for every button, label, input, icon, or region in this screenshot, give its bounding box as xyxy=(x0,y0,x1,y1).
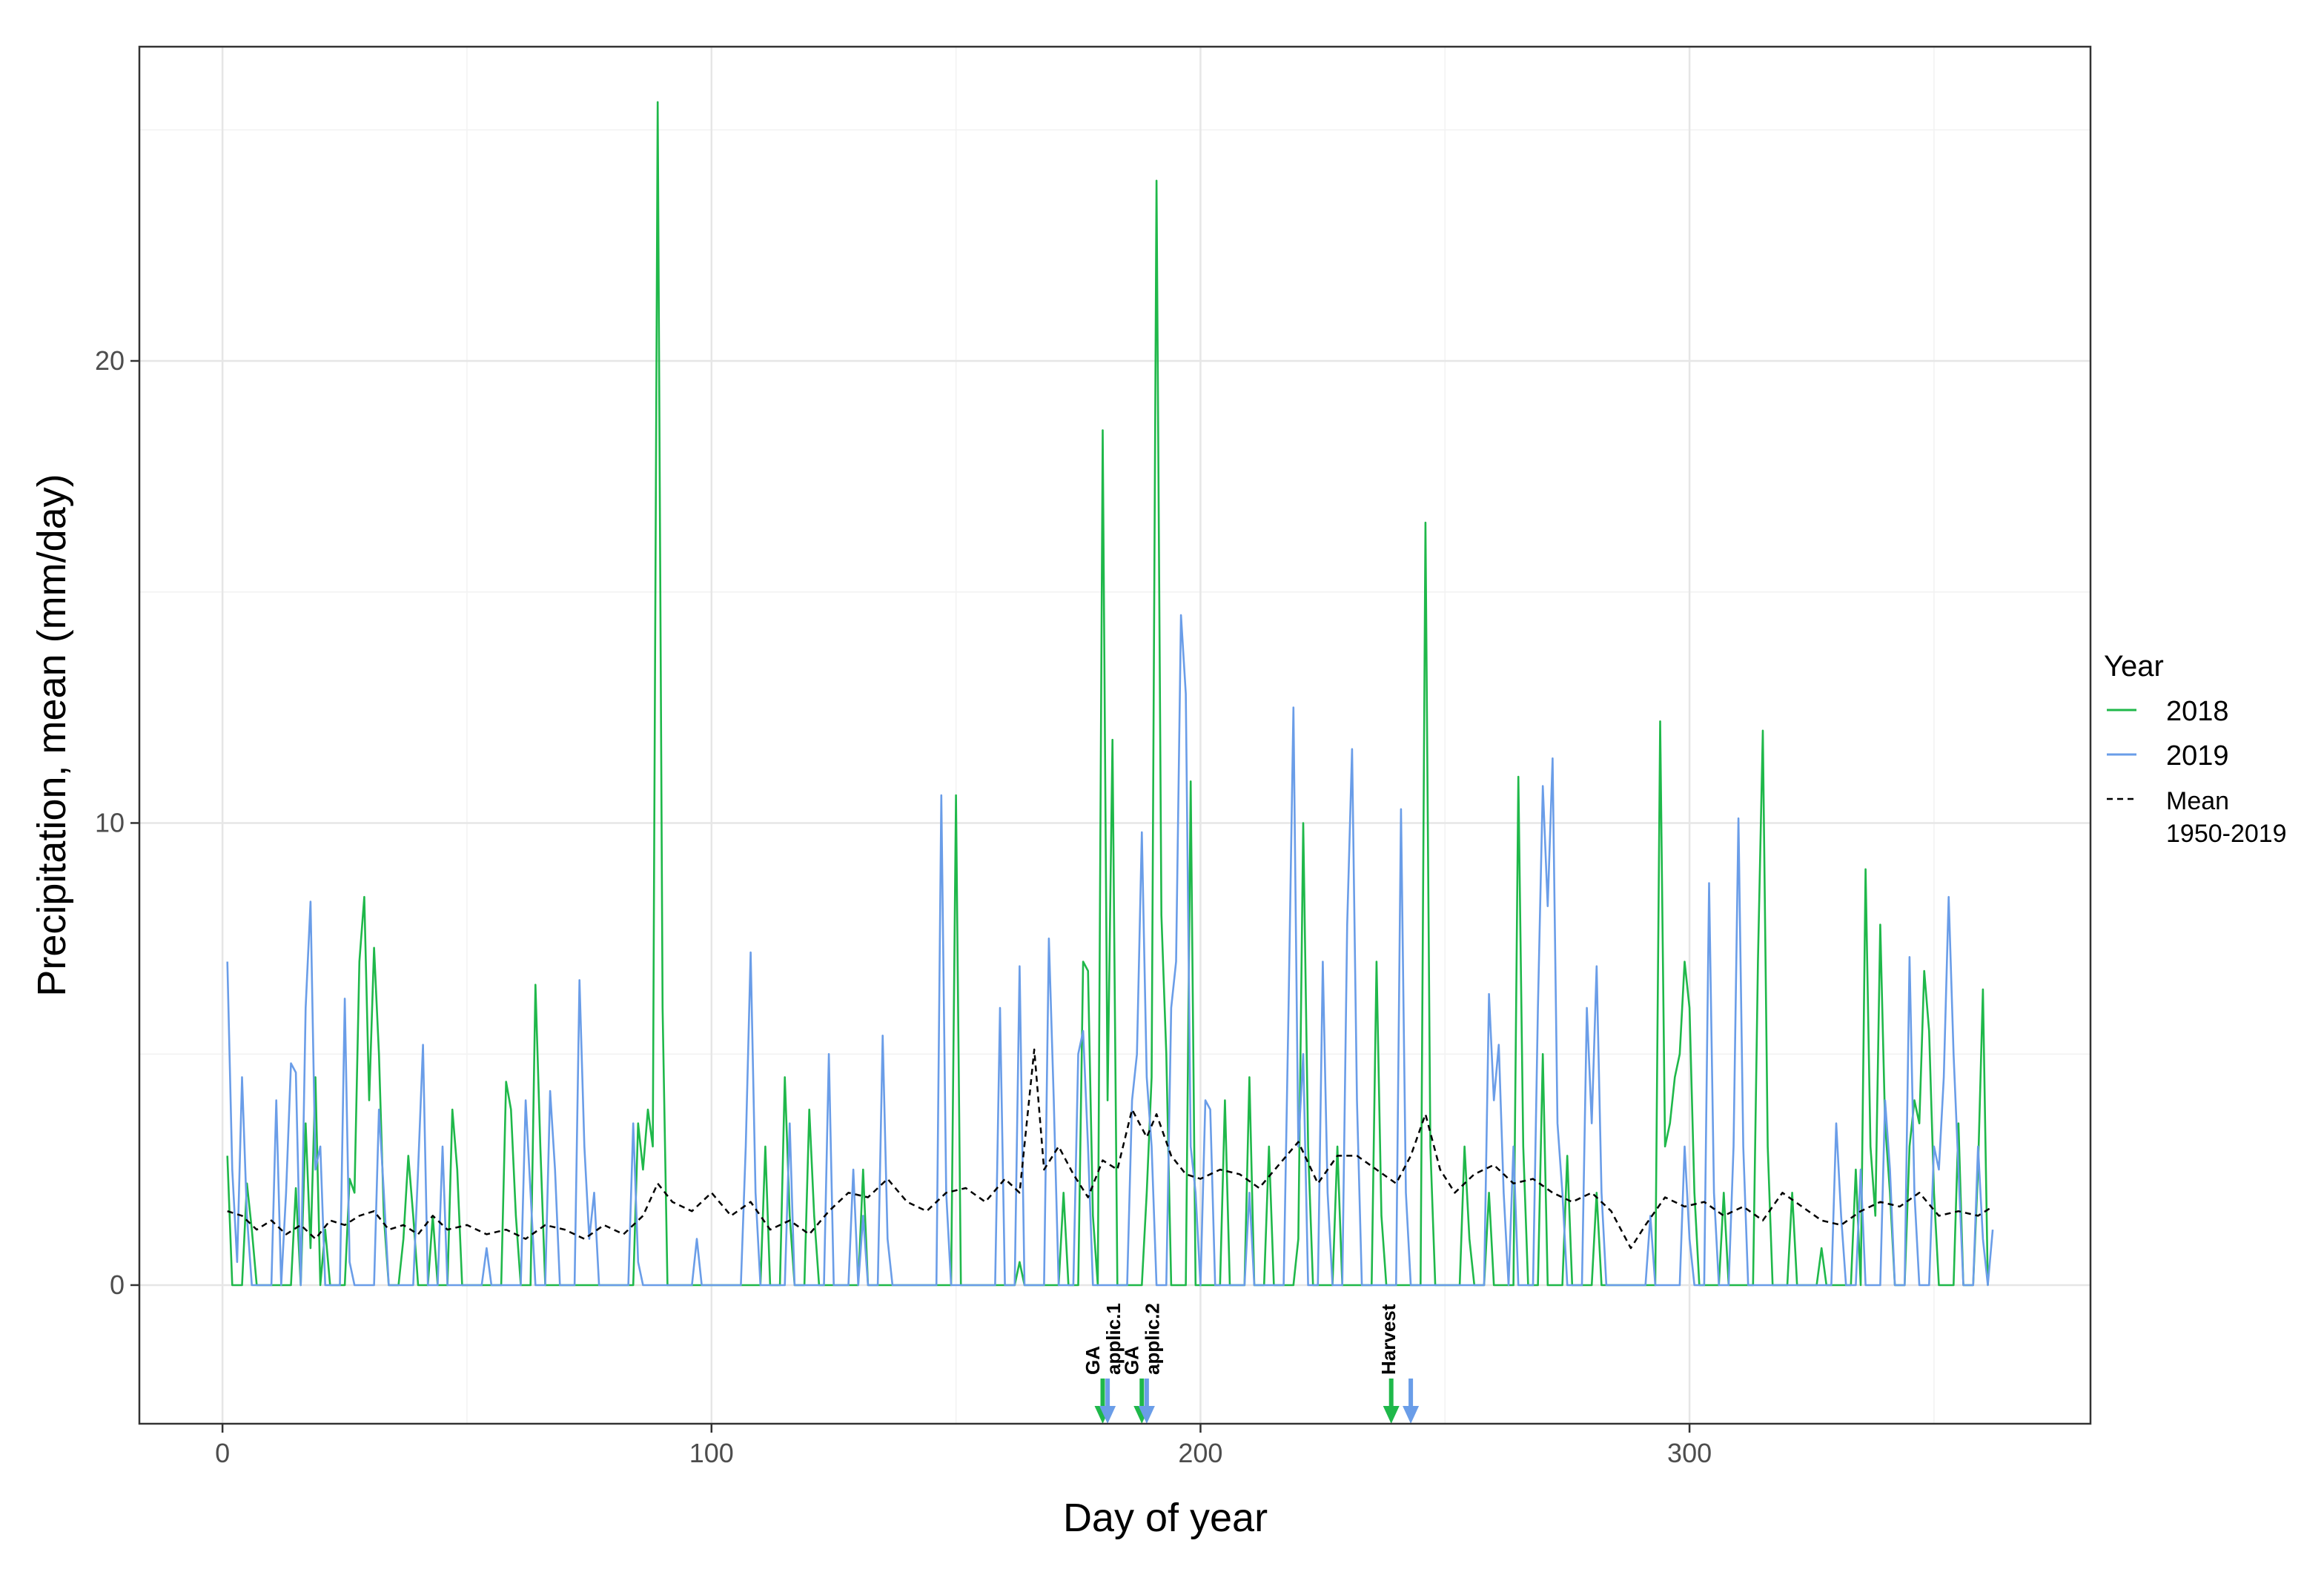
axes: 0 100 200 300 0 10 20 xyxy=(95,345,1712,1468)
series-line-2019 xyxy=(226,614,1994,1287)
event-label-line2: applic.1 xyxy=(1102,1303,1125,1375)
y-tick-label: 0 xyxy=(110,1270,125,1300)
legend-label-line2: 1950-2019 xyxy=(2166,820,2287,848)
event-label-line2: applic.2 xyxy=(1142,1303,1164,1375)
series-lines xyxy=(226,101,1994,1287)
x-tick-label: 300 xyxy=(1667,1438,1712,1468)
y-tick-label: 20 xyxy=(95,345,125,376)
legend-title: Year xyxy=(2104,650,2164,683)
event-label: GA xyxy=(1082,1346,1104,1375)
event-arrow-2019 xyxy=(1099,1379,1116,1424)
x-tick-label: 100 xyxy=(689,1438,734,1468)
legend: Year 2018 2019 Mean 1950-2019 xyxy=(2104,650,2287,848)
panel-border xyxy=(138,45,2092,1425)
legend-entries: 2018 2019 Mean 1950-2019 xyxy=(2107,696,2287,848)
series-line-mean xyxy=(227,1048,1993,1250)
series-line-2018 xyxy=(226,101,1989,1287)
x-tick-label: 200 xyxy=(1178,1438,1222,1468)
grid-lines xyxy=(139,47,2090,1424)
legend-label: Mean xyxy=(2166,787,2229,815)
y-tick-label: 10 xyxy=(95,807,125,837)
event-arrow-2019 xyxy=(1138,1379,1155,1424)
event-arrow-2019 xyxy=(1403,1379,1420,1424)
panel-background xyxy=(139,47,2090,1424)
y-axis-title: Precipitation, mean (mm/day) xyxy=(30,474,74,996)
legend-label: 2019 xyxy=(2166,740,2229,772)
event-label: Harvest xyxy=(1377,1304,1400,1375)
legend-label: 2018 xyxy=(2166,696,2229,727)
event-arrow-2018 xyxy=(1383,1379,1400,1424)
event-label: GA xyxy=(1121,1346,1143,1375)
x-axis-title: Day of year xyxy=(1063,1496,1268,1540)
x-tick-label: 0 xyxy=(215,1438,230,1468)
